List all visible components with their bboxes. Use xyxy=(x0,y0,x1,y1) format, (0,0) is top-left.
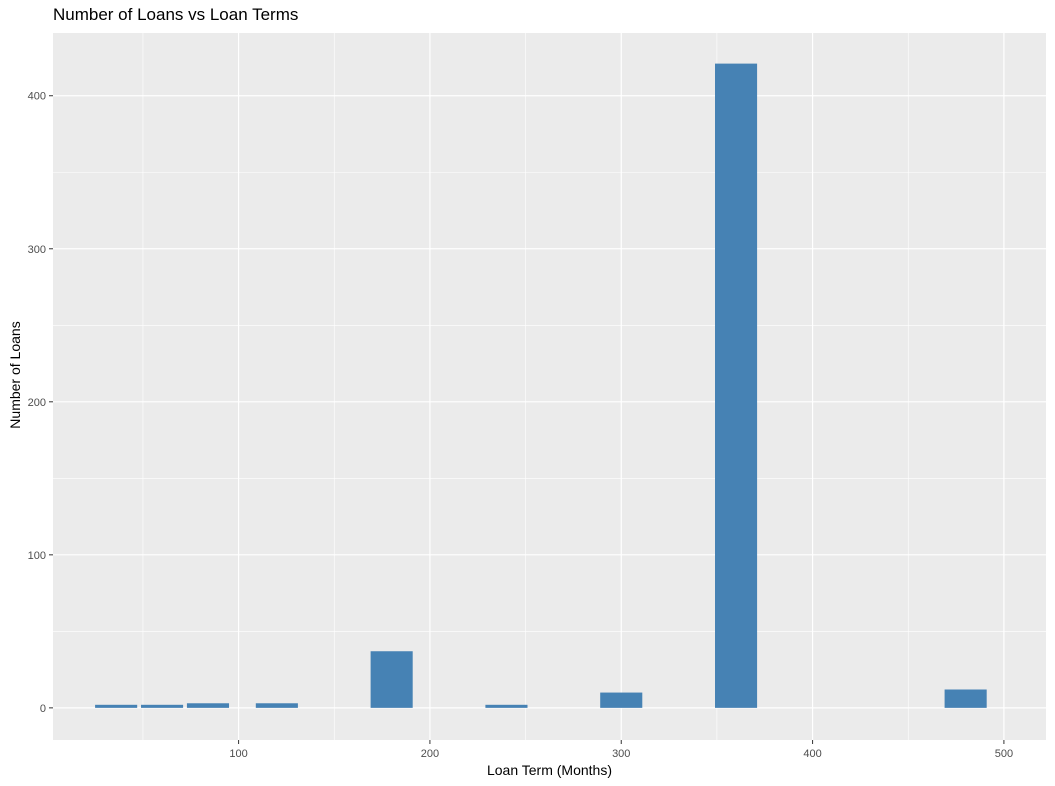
x-tick-label: 100 xyxy=(229,748,247,760)
y-tick-label: 100 xyxy=(28,550,46,562)
histogram-bar xyxy=(485,704,528,708)
bars xyxy=(95,63,987,708)
x-tick-label: 500 xyxy=(995,748,1013,760)
plot-panel xyxy=(53,33,1046,740)
histogram-bar xyxy=(186,703,230,708)
histogram-bar xyxy=(255,703,298,708)
y-tick-label: 0 xyxy=(40,703,46,715)
minor-gridlines xyxy=(53,33,1046,740)
x-axis: 100 200 300 400 500 xyxy=(229,740,1013,760)
histogram-bar xyxy=(141,704,184,708)
y-axis: 0 100 200 300 400 xyxy=(28,91,53,715)
x-axis-label: Loan Term (Months) xyxy=(486,762,612,778)
major-gridlines xyxy=(53,33,1046,740)
histogram-bar xyxy=(944,689,987,708)
histogram-bar xyxy=(95,704,138,708)
x-tick-label: 400 xyxy=(803,748,821,760)
y-tick-label: 300 xyxy=(28,244,46,256)
histogram-bar xyxy=(715,63,758,708)
y-tick-label: 200 xyxy=(28,397,46,409)
histogram-bar xyxy=(600,692,643,708)
x-tick-label: 200 xyxy=(421,748,439,760)
x-tick-label: 300 xyxy=(612,748,630,760)
y-tick-label: 400 xyxy=(28,91,46,103)
histogram-bar xyxy=(370,651,413,708)
chart-title: Number of Loans vs Loan Terms xyxy=(53,5,299,24)
